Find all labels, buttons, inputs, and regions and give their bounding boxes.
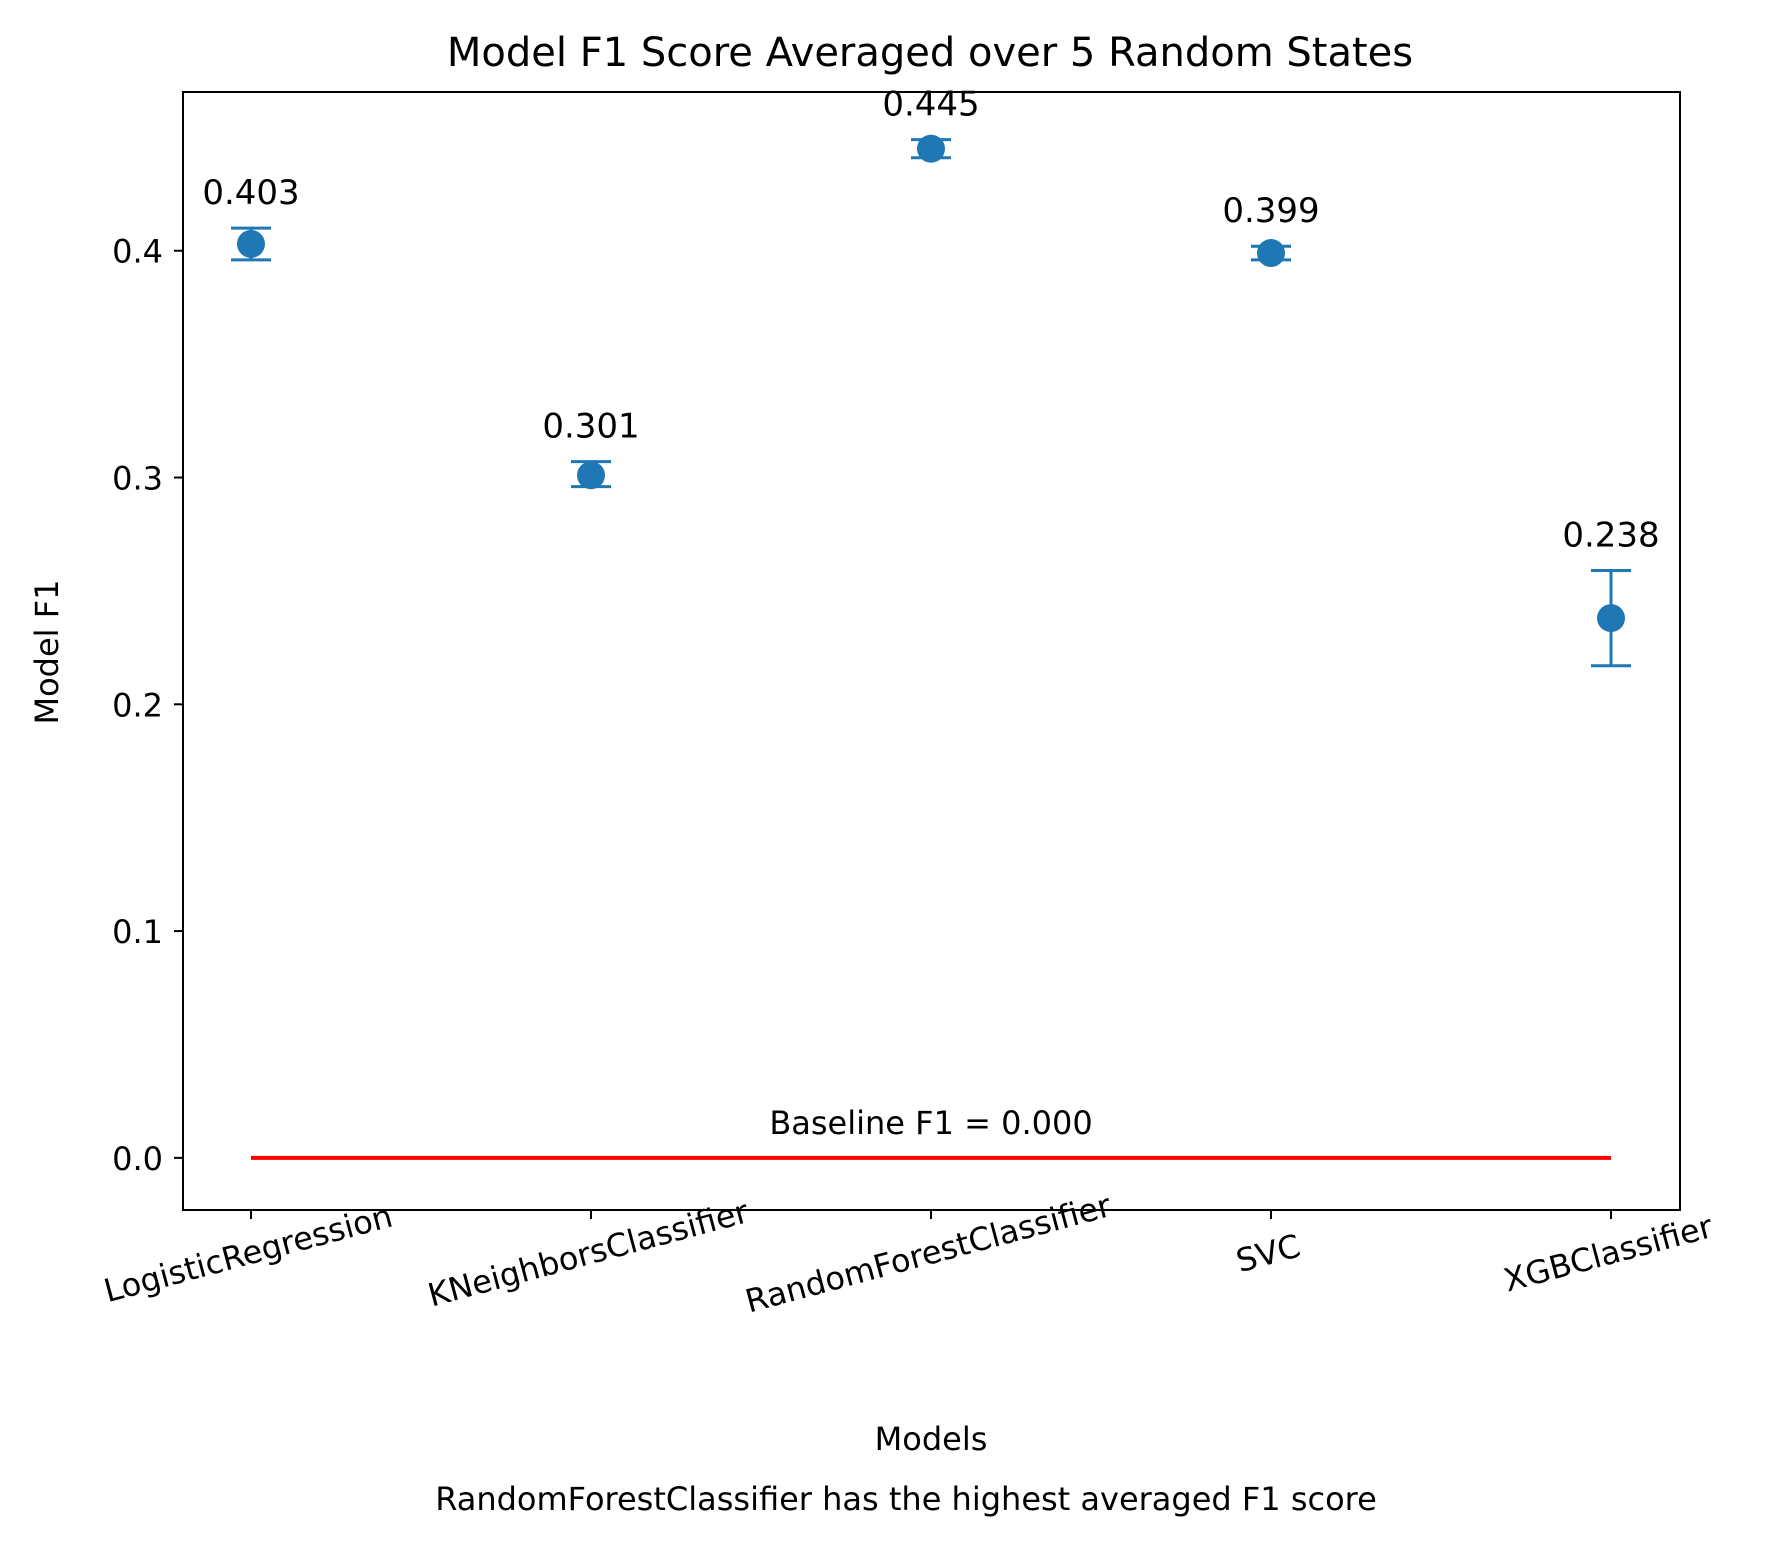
y-tick-label: 0.2 [112,686,163,724]
x-axis: LogisticRegression KNeighborsClassifierRa… [100,1186,1717,1320]
chart-caption: RandomForestClassifier has the highest a… [435,1480,1377,1518]
y-axis-label: Model F1 [28,579,66,724]
data-value-label: 0.399 [1222,191,1319,231]
baseline-label: Baseline F1 = 0.000 [769,1104,1092,1142]
data-point [917,134,945,163]
y-tick-label: 0.0 [112,1140,163,1178]
y-axis: 0.0 0.1 0.2 0.3 0.4 [112,233,183,1178]
data-point [1597,604,1625,633]
x-tick-label: RandomForestClassifier [741,1186,1116,1320]
axes-frame [182,91,1681,1211]
data-point [237,229,265,258]
x-tick-label: SVC [1232,1227,1304,1280]
data-value-label: 0.445 [882,85,979,125]
data-point [1257,239,1285,268]
y-tick-label: 0.1 [112,913,163,951]
data-value-label: 0.238 [1562,515,1659,555]
x-tick-label: XGBClassifier [1500,1207,1718,1299]
plot-area: Baseline F1 = 0.000 0.403 0.301 0.445 0.399 0… [202,85,1660,1160]
data-point [577,461,605,490]
y-tick-label: 0.3 [112,460,163,498]
data-value-label: 0.403 [202,173,299,213]
x-tick-label: LogisticRegression [100,1197,397,1311]
chart-title: Model F1 Score Averaged over 5 Random St… [447,30,1413,76]
data-value-label: 0.301 [542,407,639,447]
x-axis-label: Models [875,1420,988,1458]
y-tick-label: 0.4 [112,233,163,271]
